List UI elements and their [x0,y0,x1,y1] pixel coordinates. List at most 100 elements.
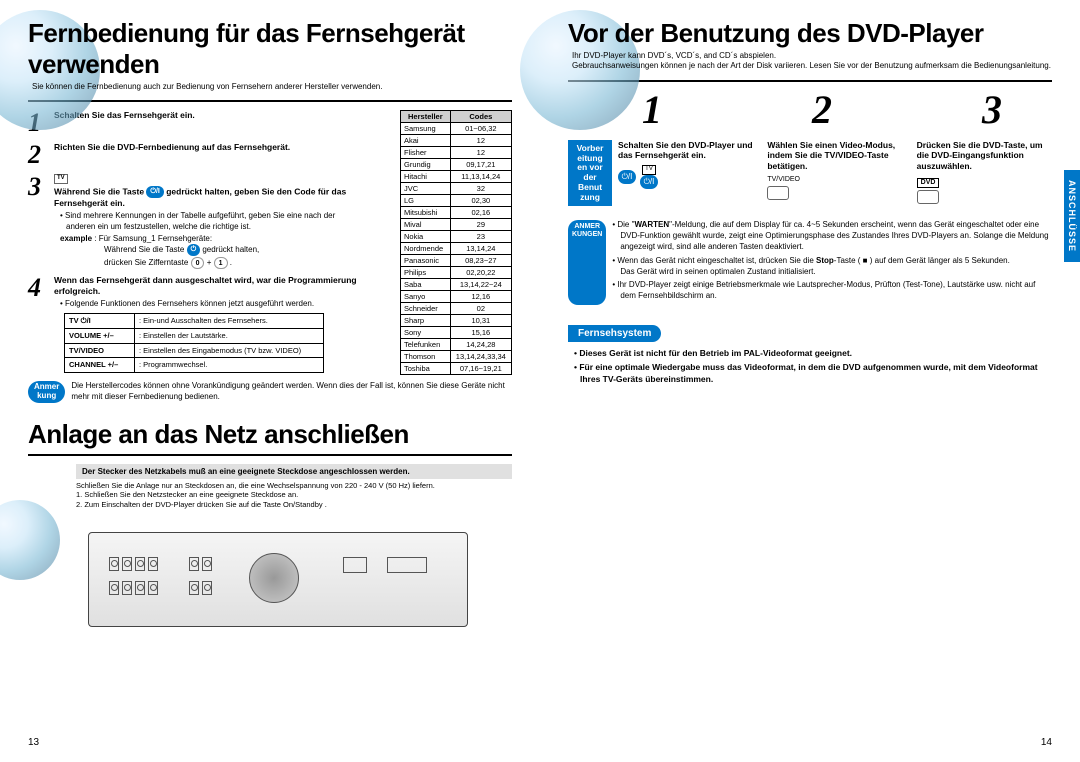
table-row: Sharp10,31 [401,315,512,327]
col-1: Schalten Sie den DVD-Player und das Fern… [618,140,753,205]
step-4: 4 Wenn das Fernsehgerät dann ausgeschalt… [28,275,363,373]
table-row: Saba13,14,22~24 [401,279,512,291]
col2-title: Wählen Sie einen Video-Modus, indem Sie … [767,140,902,172]
preparation-row: Vorber eitung en vor der Benut zung Scha… [568,140,1052,207]
table-row: Samsung01~06,32 [401,123,512,135]
left-page: Fernbedienung für das Fernsehgerät verwe… [0,0,540,762]
section1-title: Fernbedienung für das Fernsehgerät verwe… [28,18,512,80]
table-row: Schneider02 [401,303,512,315]
table-row: Nordmende13,14,24 [401,243,512,255]
codes-table: HerstellerCodes Samsung01~06,32Akai12Fli… [400,110,512,375]
step2-text: Richten Sie die DVD-Fernbedienung auf da… [54,142,363,153]
jack-group [109,557,158,571]
big-num: 1 [642,90,662,130]
step3-text: TV Während Sie die Taste ⏻/I gedrückt ha… [54,174,363,209]
table-row: Mival29 [401,219,512,231]
jack-group [189,557,212,571]
step4-text: Wenn das Fernsehgerät dann ausgeschaltet… [54,275,363,297]
right-title: Vor der Benutzung des DVD-Player [568,18,1052,49]
table-row: Sanyo12,16 [401,291,512,303]
right-subtitle: Ihr DVD-Player kann DVD´s, VCD´s, and CD… [568,51,1052,72]
tv-system-header: Fernsehsystem [568,325,661,342]
divider [568,80,1052,82]
icon-row: ⏻/I TV⏻/I [618,165,753,189]
table-row: Telefunken14,24,28 [401,339,512,351]
page-number: 13 [28,737,39,748]
step-number: 3 [28,174,46,200]
function-table: TV ⏻/I: Ein-und Ausschalten des Fernsehe… [64,313,324,373]
big-step-numbers: 1 2 3 [568,90,1052,130]
digit-icon: 1 [214,257,228,269]
prep-badge: Vorber eitung en vor der Benut zung [568,140,612,207]
list-item: • Wenn das Gerät nicht eingeschaltet ist… [612,256,1052,278]
section2-title: Anlage an das Netz anschließen [28,419,512,450]
table-row: CHANNEL +/–: Programmwechsel. [65,358,324,373]
dvd-button-icon [917,190,939,204]
step-number: 2 [28,142,46,168]
note-text: Die Herstellercodes können ohne Vorankün… [71,381,512,403]
table-row: Toshiba07,16~19,21 [401,363,512,375]
step1-text: Schalten Sie das Fernsehgerät ein. [54,110,363,121]
port-icon [343,557,367,573]
divider [28,100,512,102]
table-row: Grundig09,17,21 [401,159,512,171]
notes-list: • Die "WARTEN"-Meldung, die auf dem Disp… [612,220,1052,305]
big-num: 3 [982,90,1002,130]
table-row: Panasonic08,23~27 [401,255,512,267]
warning-text: Schließen Sie die Anlage nur an Steckdos… [76,481,512,510]
tv-video-button-icon [767,186,789,200]
col-2: Wählen Sie einen Video-Modus, indem Sie … [767,140,902,205]
fan-icon [249,553,299,603]
tv-video-label: TV/VIDEO [767,176,902,185]
power-icon: ⏻/I [618,170,636,184]
step-number: 4 [28,275,46,301]
notes-badge: ANMER KUNGEN [568,220,606,305]
jack-group [109,581,158,595]
step3-example-detail: Während Sie die Taste ⏻ gedrückt halten,… [104,244,363,268]
dvd-label: DVD [917,178,940,189]
note-badge: Anmer kung [28,381,65,403]
big-num: 2 [812,90,832,130]
cd-graphic [0,500,60,580]
table-row: Akai12 [401,135,512,147]
power-icon: ⏻/I [640,175,658,189]
table-row: Hitachi11,13,14,24 [401,171,512,183]
table-row: Mitsubishi02,16 [401,207,512,219]
table-row: LG02,30 [401,195,512,207]
table-row: JVC32 [401,183,512,195]
step3-bullet: • Sind mehrere Kennungen in der Tabelle … [60,211,363,232]
table-row: Philips02,20,22 [401,267,512,279]
divider [28,454,512,456]
port-icon [387,557,427,573]
step-3: 3 TV Während Sie die Taste ⏻/I gedrückt … [28,174,363,268]
table-row: Sony15,16 [401,327,512,339]
col1-title: Schalten Sie den DVD-Player und das Fern… [618,140,753,161]
warning-box: Der Stecker des Netzkabels muß an eine g… [76,464,512,479]
table-row: Nokia23 [401,231,512,243]
page-number: 14 [1041,737,1052,748]
step3-example: example : Für Samsung_1 Fernsehgeräte: [60,234,363,244]
note-row: Anmer kung Die Herstellercodes können oh… [28,381,512,403]
list-item: • Ihr DVD-Player zeigt einige Betriebsme… [612,280,1052,302]
jack-group [189,581,212,595]
col3-title: Drücken Sie die DVD-Taste, um die DVD-Ei… [917,140,1052,172]
table-row: Flisher12 [401,147,512,159]
device-illustration [88,532,468,627]
list-item: • Die "WARTEN"-Meldung, die auf dem Disp… [612,220,1052,252]
tv-system-body: • Dieses Gerät ist nicht für den Betrieb… [568,348,1052,386]
side-tab: ANSCHLÜSSE [1064,170,1080,262]
notes-right: ANMER KUNGEN • Die "WARTEN"-Meldung, die… [568,220,1052,305]
table-row: Thomson13,14,24,33,34 [401,351,512,363]
three-columns: Schalten Sie den DVD-Player und das Fern… [618,140,1052,205]
power-icon: ⏻ [187,244,201,256]
col-3: Drücken Sie die DVD-Taste, um die DVD-Ei… [917,140,1052,205]
table-row: TV ⏻/I: Ein-und Ausschalten des Fernsehe… [65,314,324,329]
right-page: ANSCHLÜSSE Vor der Benutzung des DVD-Pla… [540,0,1080,762]
power-icon: ⏻/I [146,186,163,198]
section1-subtitle: Sie können die Fernbedienung auch zur Be… [28,82,512,92]
step4-bullet: • Folgende Funktionen des Fernsehers kön… [60,299,363,309]
table-row: VOLUME +/–: Einstellen der Lautstärke. [65,328,324,343]
table-row: TV/VIDEO: Einstellen des Eingabemodus (T… [65,343,324,358]
digit-icon: 0 [191,257,205,269]
step-2: 2 Richten Sie die DVD-Fernbedienung auf … [28,142,363,168]
